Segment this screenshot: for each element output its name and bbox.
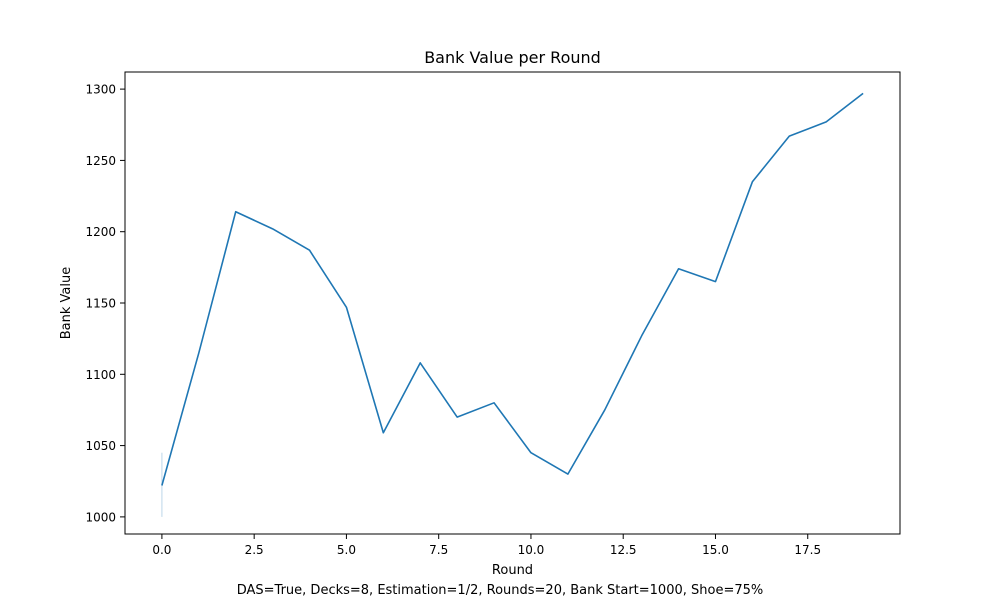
x-tick-label: 0.0	[152, 543, 171, 557]
y-axis-label: Bank Value	[59, 267, 74, 339]
data-point	[492, 401, 496, 405]
y-tick-label: 1300	[85, 83, 116, 97]
series-line	[161, 92, 864, 486]
y-tick-label: 1150	[85, 297, 116, 311]
y-tick-label: 1200	[85, 225, 116, 239]
data-point	[529, 451, 533, 455]
data-point	[750, 180, 754, 184]
data-point	[640, 334, 644, 338]
data-point	[824, 120, 828, 124]
data-point	[234, 210, 238, 214]
x-tick-label: 5.0	[337, 543, 356, 557]
data-point	[787, 134, 791, 138]
x-axis-label: Round	[492, 563, 533, 578]
y-tick-label: 1050	[85, 439, 116, 453]
chart-title: Bank Value per Round	[424, 48, 601, 67]
footnote: DAS=True, Decks=8, Estimation=1/2, Round…	[237, 583, 764, 598]
data-point	[861, 91, 865, 95]
plot-area	[125, 72, 900, 534]
x-tick-label: 15.0	[702, 543, 729, 557]
data-point	[344, 305, 348, 309]
data-point	[308, 248, 312, 252]
x-tick-label: 10.0	[518, 543, 545, 557]
y-tick-label: 1000	[85, 510, 116, 524]
data-point	[381, 431, 385, 435]
data-point	[455, 415, 459, 419]
data-point	[566, 472, 570, 476]
data-point	[197, 351, 201, 355]
x-tick-label: 7.5	[429, 543, 448, 557]
data-point	[603, 408, 607, 412]
x-tick-label: 17.5	[794, 543, 821, 557]
y-tick-label: 1100	[85, 368, 116, 382]
data-point	[418, 361, 422, 365]
data-point	[160, 484, 164, 488]
data-point	[677, 267, 681, 271]
x-tick-label: 12.5	[610, 543, 637, 557]
data-point	[271, 227, 275, 231]
x-tick-label: 2.5	[245, 543, 264, 557]
data-point	[713, 280, 717, 284]
y-tick-label: 1250	[85, 154, 116, 168]
